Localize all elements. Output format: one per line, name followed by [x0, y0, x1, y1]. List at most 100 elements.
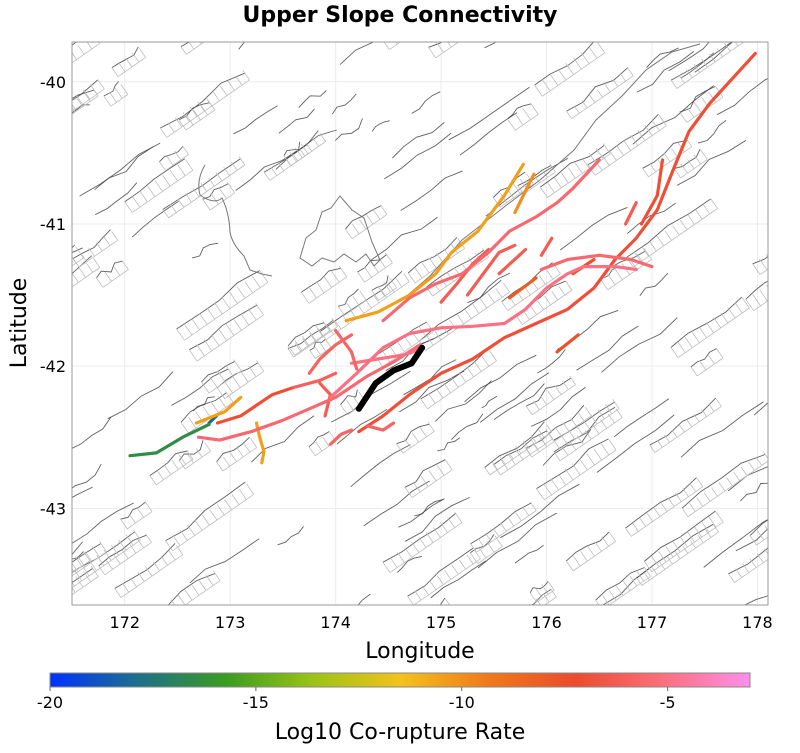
rupture-fault-line — [328, 428, 354, 446]
background-fault-trace — [235, 149, 299, 191]
colorbar-tick-label: -5 — [660, 693, 676, 712]
background-fault-trace — [357, 593, 371, 605]
background-fault-trace — [703, 519, 768, 568]
background-fault-trace — [493, 383, 545, 420]
background-fault-trace — [336, 408, 388, 445]
background-fault-trace — [330, 370, 411, 423]
background-fault-trace — [542, 428, 592, 466]
background-fault-trace — [35, 556, 69, 581]
background-fault-trace — [531, 386, 586, 427]
background-fault-trace — [72, 89, 95, 100]
background-fault-patch — [345, 204, 388, 240]
background-fault-patch — [216, 438, 258, 472]
background-fault-trace — [103, 81, 120, 97]
background-fault-trace — [319, 270, 403, 332]
background-fault-trace — [481, 395, 498, 409]
background-fault-trace — [681, 454, 766, 509]
background-fault-trace — [668, 42, 710, 72]
background-fault-patch — [300, 265, 348, 304]
background-fault-trace — [233, 105, 278, 135]
background-fault-patch — [124, 159, 194, 213]
background-fault-trace — [613, 398, 670, 438]
rupture-fault-line — [513, 172, 536, 215]
background-fault-patch — [165, 483, 255, 552]
background-fault-trace — [500, 483, 580, 539]
background-fault-trace — [716, 77, 768, 116]
background-fault-patch — [536, 438, 617, 501]
background-fault-trace — [178, 440, 204, 461]
x-tick-label: 175 — [426, 613, 457, 632]
background-fault-trace — [250, 415, 315, 463]
background-fault-trace — [553, 406, 616, 453]
x-tick-label: 174 — [320, 613, 351, 632]
background-fault-trace — [189, 538, 260, 584]
background-fault-patch — [382, 512, 463, 573]
background-fault-trace — [690, 348, 717, 368]
background-fault-trace — [339, 42, 375, 65]
background-fault-patch — [72, 87, 99, 115]
background-fault-trace — [107, 371, 174, 420]
background-fault-patch — [340, 391, 367, 416]
background-fault-trace — [192, 396, 215, 412]
background-fault-patch — [690, 348, 724, 377]
background-fault-patch — [752, 254, 768, 275]
background-fault-trace — [632, 85, 714, 145]
background-fault-trace — [120, 501, 146, 520]
background-faults — [35, 42, 768, 605]
background-fault-patch — [72, 42, 100, 64]
grid — [72, 42, 768, 605]
y-axis-label: Latitude — [7, 278, 32, 369]
background-fault-trace — [350, 444, 411, 488]
background-fault-trace — [72, 79, 99, 101]
background-fault-patch — [120, 501, 153, 530]
y-axis: -40 -41 -42 -43 — [40, 73, 66, 519]
background-fault-patch — [528, 588, 557, 605]
background-fault-trace — [430, 560, 487, 599]
background-fault-patch — [98, 533, 152, 576]
background-fault-patch — [96, 260, 129, 288]
colorbar-tick-label: -20 — [37, 693, 63, 712]
background-fault-trace — [467, 272, 511, 304]
background-fault-trace — [680, 52, 715, 79]
background-fault-trace — [420, 348, 489, 400]
background-fault-patch — [337, 290, 367, 316]
background-fault-patch — [162, 156, 246, 219]
background-fault-patch — [287, 321, 331, 356]
background-fault-trace — [72, 244, 75, 249]
background-fault-trace — [735, 527, 768, 552]
background-fault-trace — [428, 42, 442, 48]
background-fault-trace — [72, 568, 93, 584]
background-fault-trace — [79, 142, 161, 197]
background-fault-trace — [627, 202, 676, 234]
background-fault-trace — [529, 581, 549, 594]
background-fault-trace — [287, 322, 325, 347]
rupture-fault-line — [357, 257, 617, 434]
background-fault-trace — [180, 42, 190, 47]
background-fault-trace — [537, 349, 566, 374]
background-fault-patch — [201, 359, 242, 394]
background-fault-patch — [418, 282, 510, 351]
background-fault-trace — [484, 42, 497, 49]
y-tick-label: -42 — [40, 357, 66, 376]
background-fault-trace — [298, 90, 327, 109]
background-fault-trace — [124, 158, 186, 203]
rupture-fault-line — [328, 265, 638, 399]
background-fault-trace — [94, 146, 154, 191]
background-fault-trace — [202, 183, 229, 200]
background-fault-trace — [363, 480, 430, 527]
rupture-fault-line — [439, 248, 491, 304]
background-fault-trace — [72, 541, 83, 556]
background-fault-patch — [469, 535, 503, 564]
background-fault-trace — [407, 237, 458, 274]
background-fault-patch — [420, 350, 497, 410]
background-fault-trace — [745, 280, 768, 300]
background-fault-patch — [636, 524, 720, 586]
background-fault-trace — [596, 414, 675, 473]
background-fault-trace — [626, 198, 712, 258]
background-fault-patch — [501, 264, 561, 311]
background-fault-trace — [559, 206, 628, 251]
background-fault-trace — [530, 588, 552, 605]
background-fault-trace — [399, 370, 465, 413]
background-fault-patch — [625, 478, 704, 537]
background-fault-patch — [72, 258, 101, 288]
